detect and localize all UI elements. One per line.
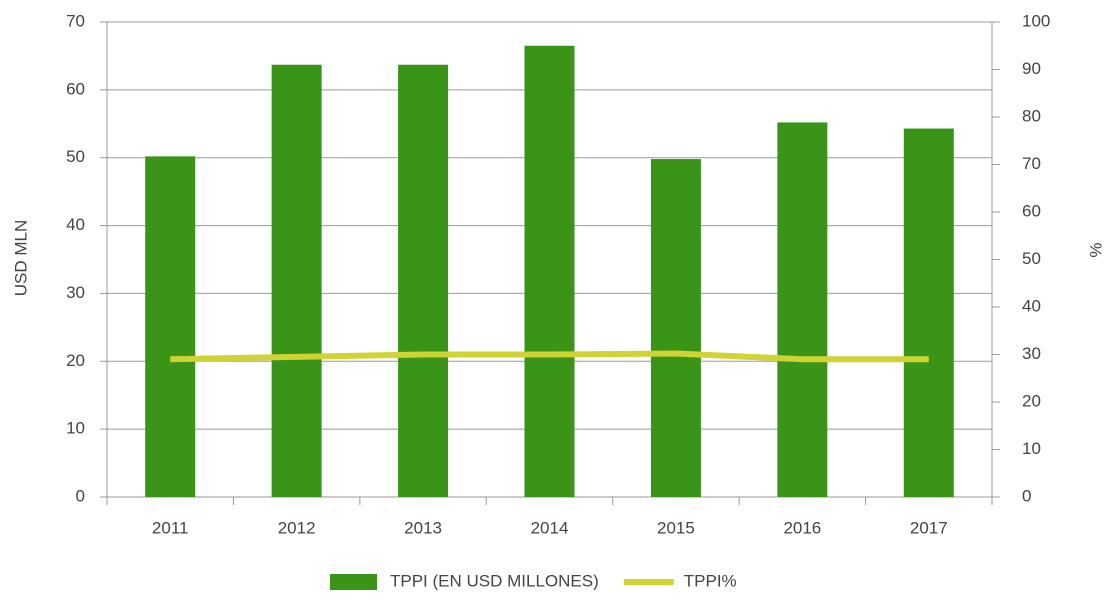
y-tick-label: 20 bbox=[66, 351, 85, 370]
y-tick-label: 60 bbox=[66, 79, 85, 98]
y2-axis-label: % bbox=[1086, 242, 1105, 257]
y2-tick-label: 40 bbox=[1022, 296, 1041, 315]
bar bbox=[271, 64, 322, 497]
y2-tick-label: 50 bbox=[1022, 249, 1041, 268]
line bbox=[170, 350, 929, 363]
y2-tick-label: 70 bbox=[1022, 154, 1041, 173]
bar bbox=[398, 64, 449, 497]
y-tick-label: 70 bbox=[66, 11, 85, 30]
x-tick-label: 2012 bbox=[278, 518, 316, 537]
y2-tick-label: 20 bbox=[1022, 391, 1041, 410]
x-tick-label: 2014 bbox=[531, 518, 569, 537]
legend-label: TPPI (EN USD MILLONES) bbox=[390, 571, 599, 590]
bar bbox=[903, 128, 954, 498]
y2-tick-label: 100 bbox=[1022, 11, 1050, 30]
y-tick-label: 0 bbox=[76, 486, 85, 505]
y2-tick-label: 0 bbox=[1022, 486, 1031, 505]
x-tick-label: 2015 bbox=[657, 518, 695, 537]
y2-tick-label: 90 bbox=[1022, 59, 1041, 78]
y-tick-label: 10 bbox=[66, 419, 85, 438]
y-tick-label: 40 bbox=[66, 215, 85, 234]
bar bbox=[650, 159, 701, 498]
legend-label: TPPI% bbox=[684, 571, 737, 590]
bar bbox=[145, 156, 196, 497]
y2-tick-label: 80 bbox=[1022, 106, 1041, 125]
x-tick-label: 2016 bbox=[783, 518, 821, 537]
y-tick-label: 50 bbox=[66, 147, 85, 166]
bar bbox=[777, 122, 828, 497]
y2-tick-label: 30 bbox=[1022, 344, 1041, 363]
y-axis-label: USD MLN bbox=[11, 220, 30, 297]
x-tick-label: 2013 bbox=[404, 518, 442, 537]
y-tick-label: 30 bbox=[66, 283, 85, 302]
x-tick-label: 2017 bbox=[910, 518, 948, 537]
bar bbox=[524, 45, 575, 497]
y2-tick-label: 10 bbox=[1022, 439, 1041, 458]
legend-swatch bbox=[330, 574, 377, 590]
x-tick-label: 2011 bbox=[152, 518, 189, 537]
y2-tick-label: 60 bbox=[1022, 201, 1041, 220]
